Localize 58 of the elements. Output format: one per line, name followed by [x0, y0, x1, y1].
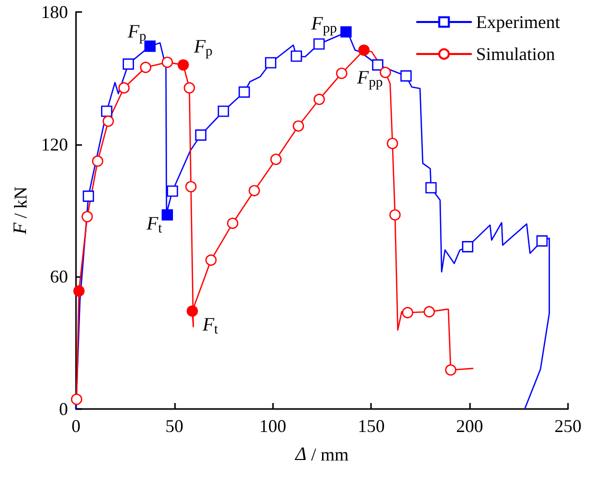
y-tick-label: 120 — [41, 134, 68, 154]
x-tick-label: 250 — [554, 416, 582, 436]
point — [536, 235, 548, 247]
point — [314, 94, 325, 105]
point — [73, 285, 85, 297]
x-axis-title: Δ / mm — [294, 444, 349, 465]
x-tick-label: 200 — [456, 416, 484, 436]
point — [389, 209, 401, 221]
point — [292, 120, 304, 132]
legend-label: Experiment — [476, 12, 560, 32]
point — [102, 116, 114, 127]
point — [386, 138, 398, 150]
point — [462, 241, 474, 252]
point — [195, 129, 206, 141]
point — [445, 364, 456, 376]
y-tick-label: 0 — [59, 399, 68, 419]
point — [238, 86, 250, 98]
point — [166, 185, 178, 197]
point — [162, 56, 173, 68]
legend-label: Simulation — [476, 44, 556, 64]
point — [184, 82, 196, 94]
point — [340, 26, 352, 38]
point — [425, 182, 437, 194]
point — [248, 185, 260, 196]
point — [162, 209, 173, 221]
point — [92, 155, 104, 167]
point — [118, 82, 130, 94]
y-tick-label: 60 — [50, 266, 68, 287]
point — [185, 181, 197, 192]
x-tick-label: 50 — [165, 416, 184, 436]
x-tick-label: 0 — [72, 416, 80, 436]
x-tick-label: 150 — [358, 416, 385, 436]
point — [313, 38, 325, 50]
point — [372, 59, 384, 71]
point — [178, 59, 189, 71]
point — [122, 58, 134, 70]
point — [290, 50, 302, 62]
point — [82, 190, 94, 202]
point — [380, 66, 392, 78]
point — [264, 57, 276, 68]
point — [101, 106, 112, 117]
point — [227, 218, 238, 229]
x-tick-label: 100 — [259, 416, 286, 436]
point — [270, 154, 282, 165]
point — [336, 68, 348, 79]
y-tick-label: 180 — [41, 2, 68, 22]
point — [70, 394, 82, 405]
point — [402, 306, 414, 318]
y-axis-title: F / kN — [10, 186, 32, 236]
point — [424, 306, 435, 318]
point — [144, 40, 156, 52]
point — [218, 106, 230, 117]
point — [186, 305, 198, 317]
point — [140, 62, 152, 74]
point — [205, 254, 217, 266]
point — [400, 70, 412, 82]
point — [358, 44, 370, 56]
point — [82, 211, 93, 222]
